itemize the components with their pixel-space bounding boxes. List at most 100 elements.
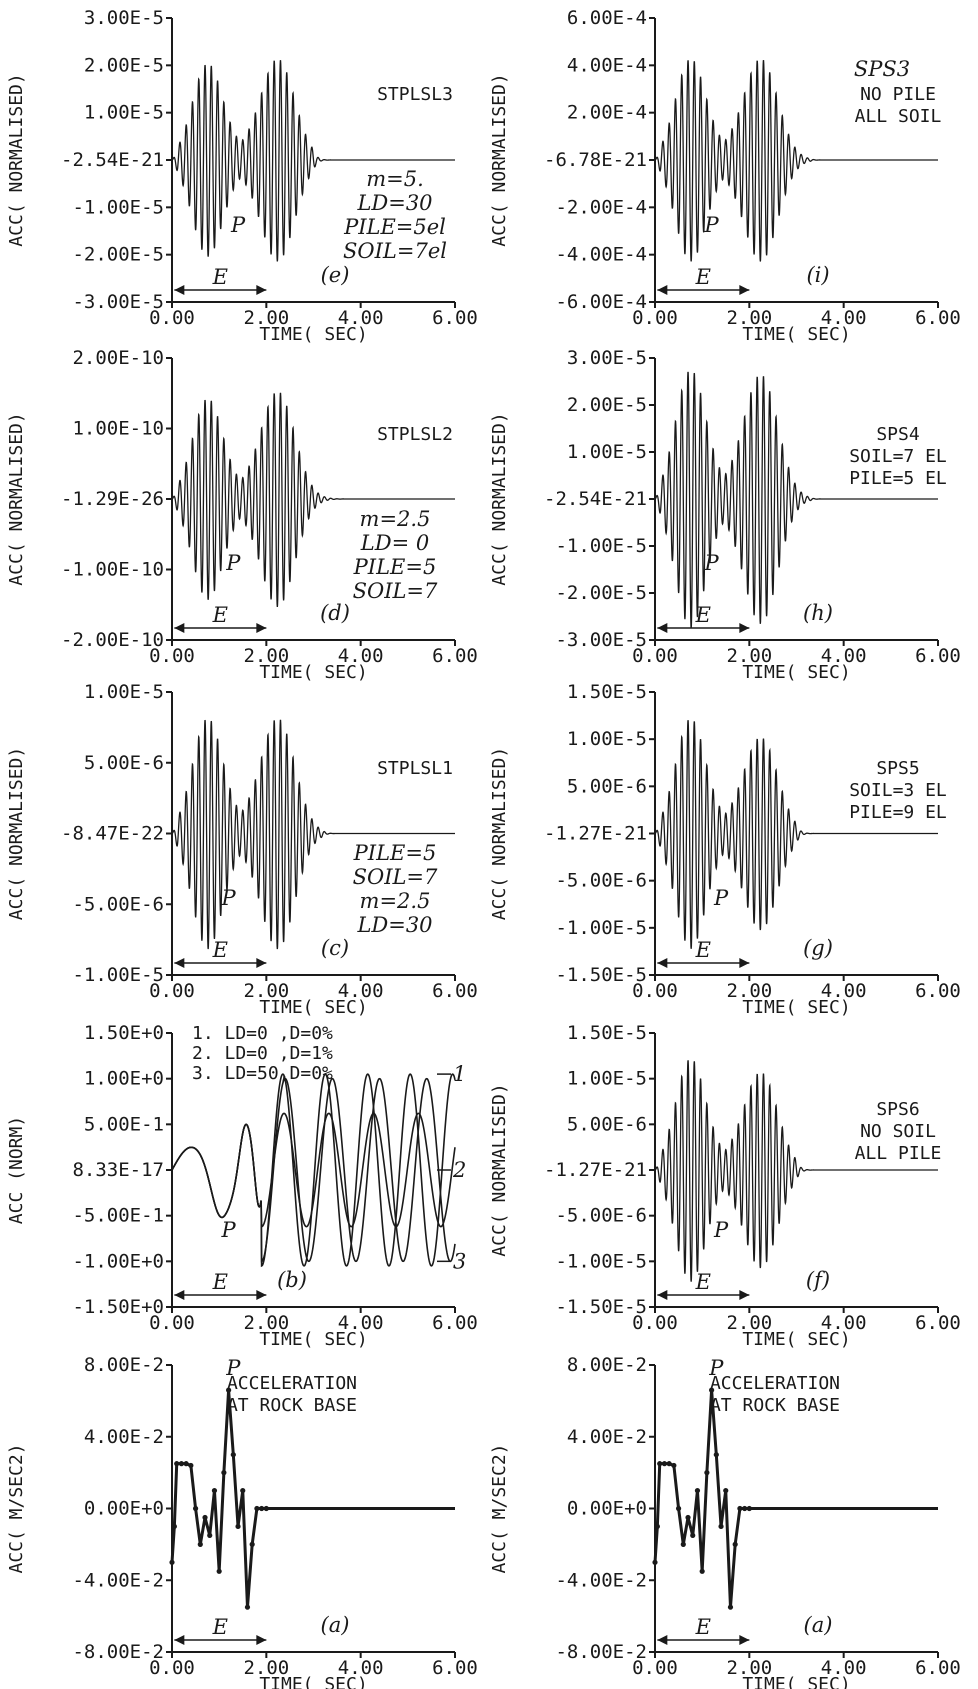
data-point <box>699 1568 705 1574</box>
data-point <box>713 1452 719 1458</box>
y-axis-label: ACC( M/SEC2) <box>6 1443 27 1573</box>
x-tick-label: 4.00 <box>821 980 867 1002</box>
x-tick-label: 4.00 <box>821 307 867 329</box>
chart-label: AT ROCK BASE <box>710 1395 840 1416</box>
e-arrow-head <box>174 958 185 968</box>
y-tick-label: -5.00E-1 <box>72 1205 164 1227</box>
e-arrow-head <box>657 958 668 968</box>
chart-label: SOIL=7 EL <box>849 446 947 467</box>
legend-entry: 1. LD=0 ,D=0% <box>192 1023 333 1044</box>
y-tick-label: 1.00E+0 <box>84 1068 164 1090</box>
data-point <box>742 1505 748 1512</box>
legend-entry: 2. LD=0 ,D=1% <box>192 1043 333 1064</box>
y-tick-label: 5.00E-6 <box>567 1113 647 1135</box>
y-tick-label: -1.00E+0 <box>72 1250 164 1272</box>
e-marker: E <box>695 265 711 289</box>
x-tick-label: 4.00 <box>338 307 384 329</box>
data-point <box>221 1470 227 1476</box>
data-point <box>226 1387 232 1393</box>
x-axis-label: TIME( SEC) <box>259 324 367 345</box>
y-tick-label: -2.54E-21 <box>544 488 647 510</box>
data-point <box>254 1505 260 1512</box>
data-point <box>183 1461 189 1467</box>
e-arrow-head <box>174 285 185 295</box>
chart-note: LD= 0 <box>360 531 429 555</box>
y-tick-label: 6.00E-4 <box>567 7 647 29</box>
data-point <box>685 1514 691 1521</box>
data-point <box>737 1505 743 1512</box>
chart-label: SPS4 <box>876 424 919 445</box>
data-point <box>704 1470 710 1476</box>
e-marker: E <box>212 265 228 289</box>
x-axis-label: TIME( SEC) <box>259 1329 367 1350</box>
x-tick-label: 0.00 <box>632 1312 678 1334</box>
chart-label: ACCELERATION <box>710 1373 840 1394</box>
y-tick-label: -1.50E-5 <box>555 1296 647 1318</box>
y-tick-label: 5.00E-1 <box>84 1113 164 1135</box>
e-arrow-head <box>256 1290 267 1300</box>
e-arrow-head <box>739 1290 750 1300</box>
series-line-2 <box>171 1112 456 1228</box>
chart-d: 2.00E-10 1.00E-10 -1.29E-26 -1.00E-10 -2.00E… <box>6 347 478 683</box>
data-point <box>709 1387 715 1393</box>
y-tick-label: -6.00E-4 <box>555 291 647 313</box>
x-tick-label: 6.00 <box>915 1657 961 1679</box>
chart-note: m=5. <box>366 167 424 191</box>
series-line <box>654 1060 938 1282</box>
x-tick-label: 0.00 <box>149 1312 195 1334</box>
chart-note: SPS3 <box>854 57 910 81</box>
data-point <box>188 1462 194 1469</box>
e-arrow-head <box>739 285 750 295</box>
y-tick-label: 8.00E-2 <box>84 1354 164 1376</box>
chart-e: 3.00E-5 2.00E-5 1.00E-5 -2.54E-21 -1.00E-5 -2… <box>6 7 478 345</box>
x-tick-label: 6.00 <box>432 645 478 667</box>
x-tick-label: 0.00 <box>632 980 678 1002</box>
data-point <box>249 1541 255 1547</box>
y-tick-label: -2.00E-5 <box>72 244 164 266</box>
y-tick-label: 2.00E-4 <box>567 102 647 124</box>
y-tick-label: 5.00E-6 <box>84 752 164 774</box>
x-tick-label: 0.00 <box>632 645 678 667</box>
x-tick-label: 6.00 <box>432 307 478 329</box>
x-axis-label: TIME( SEC) <box>259 997 367 1018</box>
y-tick-label: 1.50E-5 <box>567 1022 647 1044</box>
data-point <box>169 1559 175 1565</box>
y-tick-label: -3.00E-5 <box>72 291 164 313</box>
chart-note: PILE=5el <box>343 215 446 239</box>
e-marker: E <box>695 938 711 962</box>
panel-label: (b) <box>277 1268 307 1292</box>
y-tick-label: 4.00E-2 <box>567 1426 647 1448</box>
x-tick-label: 4.00 <box>821 645 867 667</box>
e-arrow-head <box>174 623 185 633</box>
x-tick-label: 2.00 <box>243 645 289 667</box>
y-tick-label: 2.00E-10 <box>72 347 164 369</box>
data-point <box>654 1523 660 1530</box>
chart-label: AT ROCK BASE <box>227 1395 357 1416</box>
e-marker: E <box>695 1615 711 1639</box>
e-arrow-head <box>657 623 668 633</box>
chart-label: ALL PILE <box>855 1143 942 1164</box>
x-tick-label: 2.00 <box>726 645 772 667</box>
y-tick-label: -1.00E-10 <box>61 559 164 581</box>
y-axis-label: ACC (NORM) <box>6 1116 27 1224</box>
x-tick-label: 6.00 <box>915 980 961 1002</box>
chart-label: PILE=9 EL <box>849 802 947 823</box>
panel-label: (g) <box>803 936 833 960</box>
y-tick-label: 1.00E-5 <box>567 728 647 750</box>
p-marker: P <box>225 551 241 575</box>
x-tick-label: 4.00 <box>338 1657 384 1679</box>
data-point <box>746 1505 752 1512</box>
data-point <box>671 1462 677 1469</box>
x-tick-label: 4.00 <box>821 1657 867 1679</box>
y-tick-label: 1.00E-5 <box>567 441 647 463</box>
x-tick-label: 2.00 <box>243 307 289 329</box>
x-axis-label: TIME( SEC) <box>742 997 850 1018</box>
series-line <box>654 59 938 262</box>
chart-note: m=2.5 <box>360 889 431 913</box>
series-line-3 <box>171 1077 456 1263</box>
e-arrow-head <box>256 1635 267 1645</box>
x-tick-label: 2.00 <box>726 307 772 329</box>
x-axis-label: TIME( SEC) <box>259 662 367 683</box>
y-axis-label: ACC( NORMALISED) <box>489 73 510 246</box>
p-marker: P <box>225 1356 241 1380</box>
